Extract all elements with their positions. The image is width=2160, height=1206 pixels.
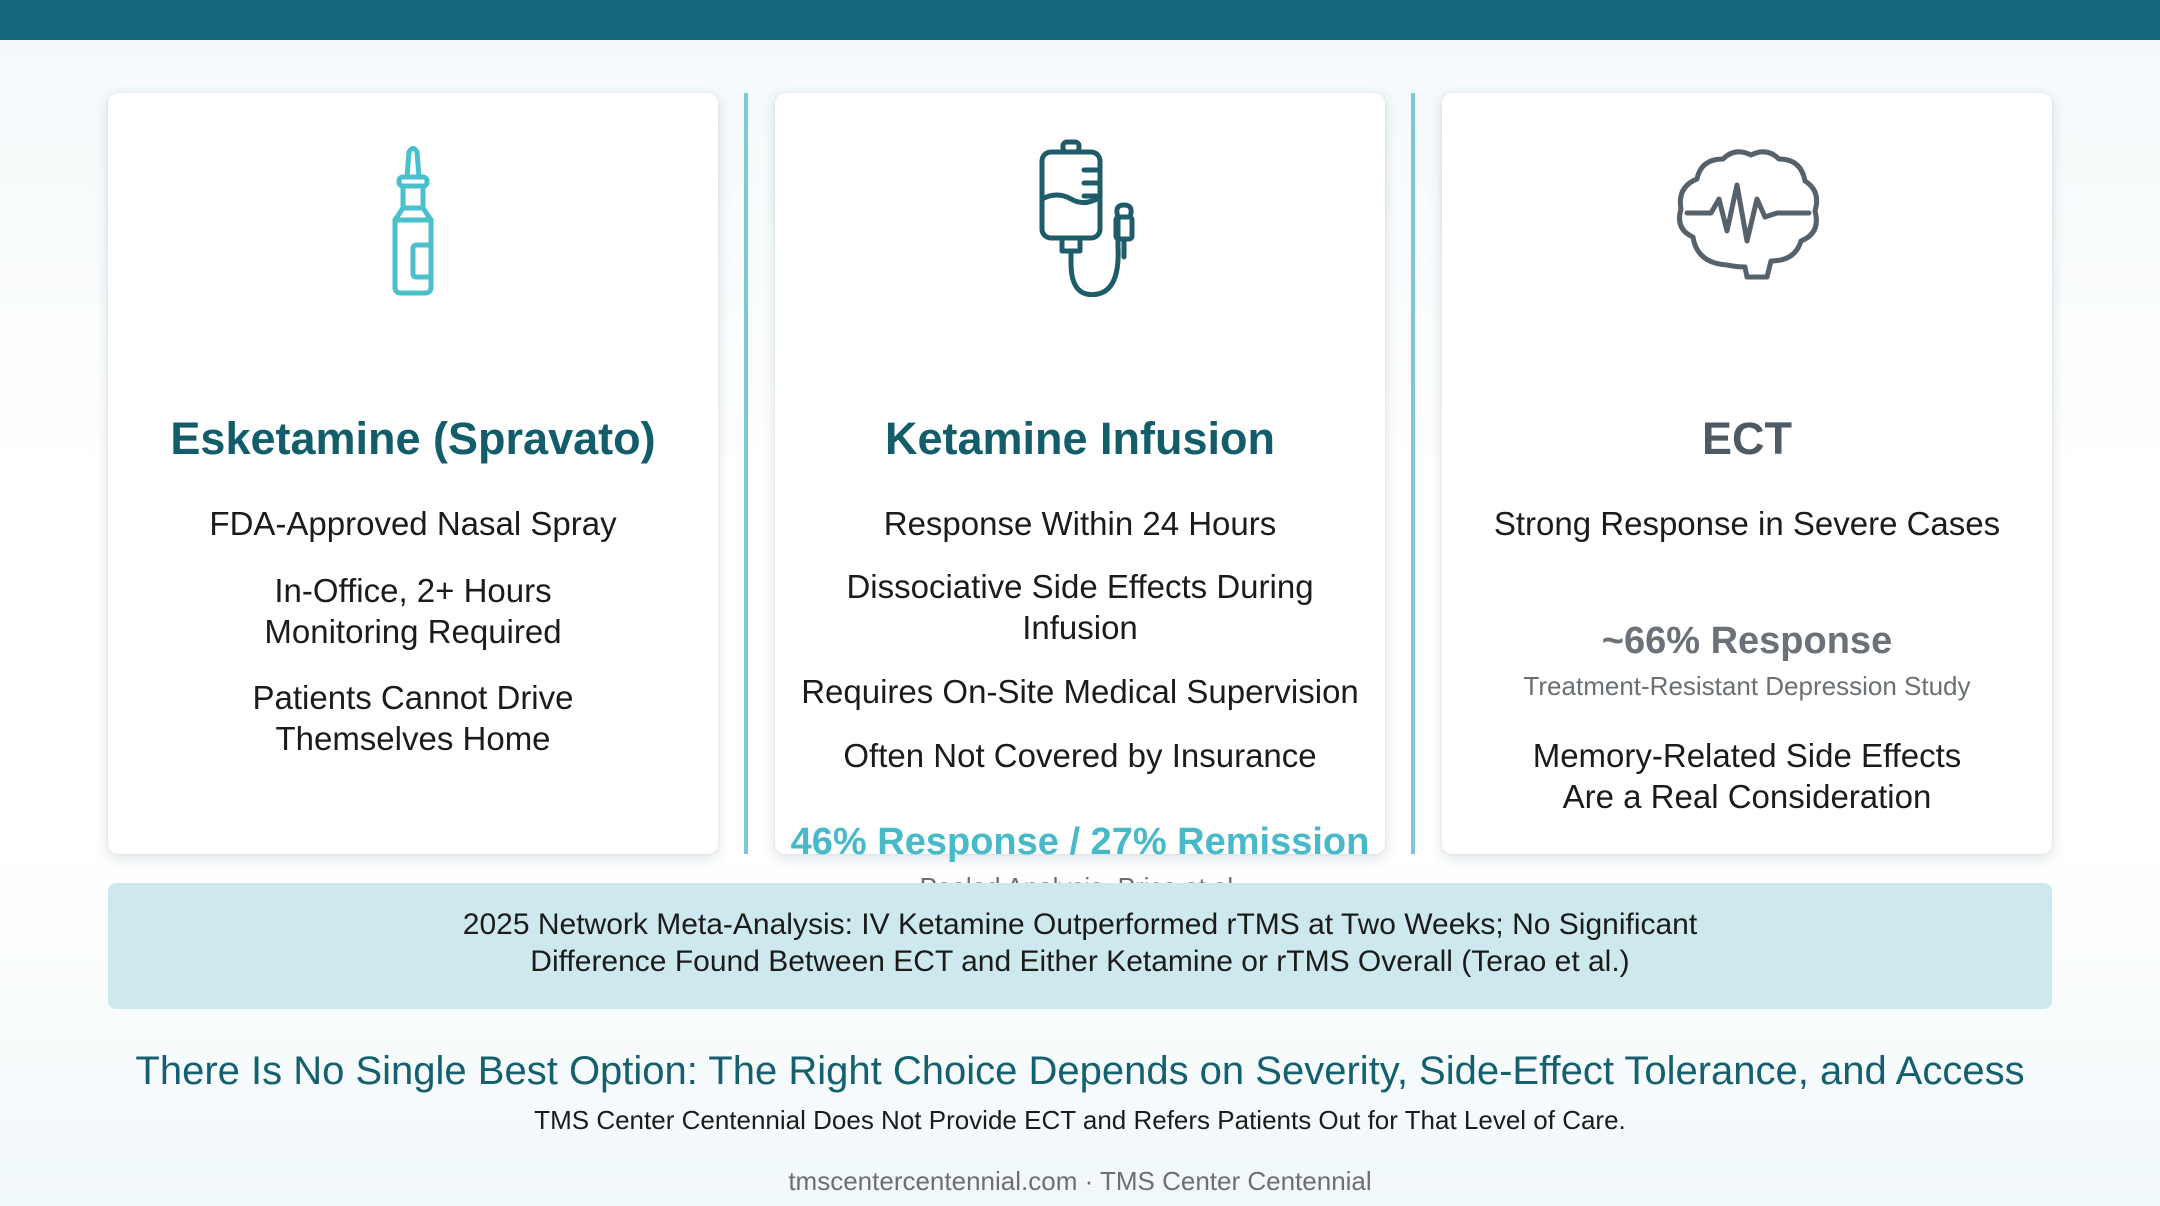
feature-text: FDA-Approved Nasal Spray: [209, 505, 617, 542]
card-title: Ketamine Infusion: [884, 413, 1276, 464]
subline: TMS Center Centennial Does Not Provide E…: [534, 1105, 1626, 1135]
divider: [1411, 93, 1415, 854]
banner-line: Difference Found Between ECT and Either …: [530, 945, 1630, 978]
top-bar: [0, 0, 2160, 40]
headline: There Is No Single Best Option: The Righ…: [135, 1049, 2025, 1093]
feature-text: In-Office, 2+ Hours Monitoring Required: [264, 572, 562, 650]
feature-text: Dissociative Side Effects During Infusion: [846, 568, 1314, 646]
feature-text: Patients Cannot Drive Themselves Home: [252, 679, 574, 757]
feature-text: Strong Response in Severe Cases: [1493, 505, 2001, 542]
footer-link[interactable]: tmscentercentennial.com · TMS Center Cen…: [788, 1166, 1372, 1196]
card-ect: ECT Strong Response in Severe Cases ~66%…: [1442, 93, 2052, 854]
meta-analysis-banner: 2025 Network Meta-Analysis: IV Ketamine …: [108, 883, 2052, 1009]
feature-text: Requires On-Site Medical Supervision: [801, 673, 1359, 710]
banner-line: 2025 Network Meta-Analysis: IV Ketamine …: [462, 908, 1698, 941]
stat-value: 46% Response / 27% Remission: [790, 821, 1370, 863]
card-title: ECT: [1702, 413, 1792, 464]
brain-pulse-icon: [1667, 137, 1827, 297]
feature-text: Often Not Covered by Insurance: [843, 737, 1317, 774]
nasal-spray-icon: [333, 137, 493, 297]
feature-text: Response Within 24 Hours: [883, 505, 1277, 542]
card-title: Esketamine (Spravato): [170, 413, 656, 464]
card-ketamine-infusion: Ketamine Infusion Response Within 24 Hou…: [775, 93, 1385, 902]
feature-text: Memory-Related Side Effects Are a Real Co…: [1532, 737, 1962, 815]
divider: [744, 93, 748, 854]
card-esketamine: Esketamine (Spravato) FDA-Approved Nasal…: [108, 93, 718, 854]
stat-value: ~66% Response: [1601, 620, 1893, 662]
stat-source: Treatment-Resistant Depression Study: [1523, 671, 1971, 701]
iv-bag-icon: [1000, 137, 1160, 297]
